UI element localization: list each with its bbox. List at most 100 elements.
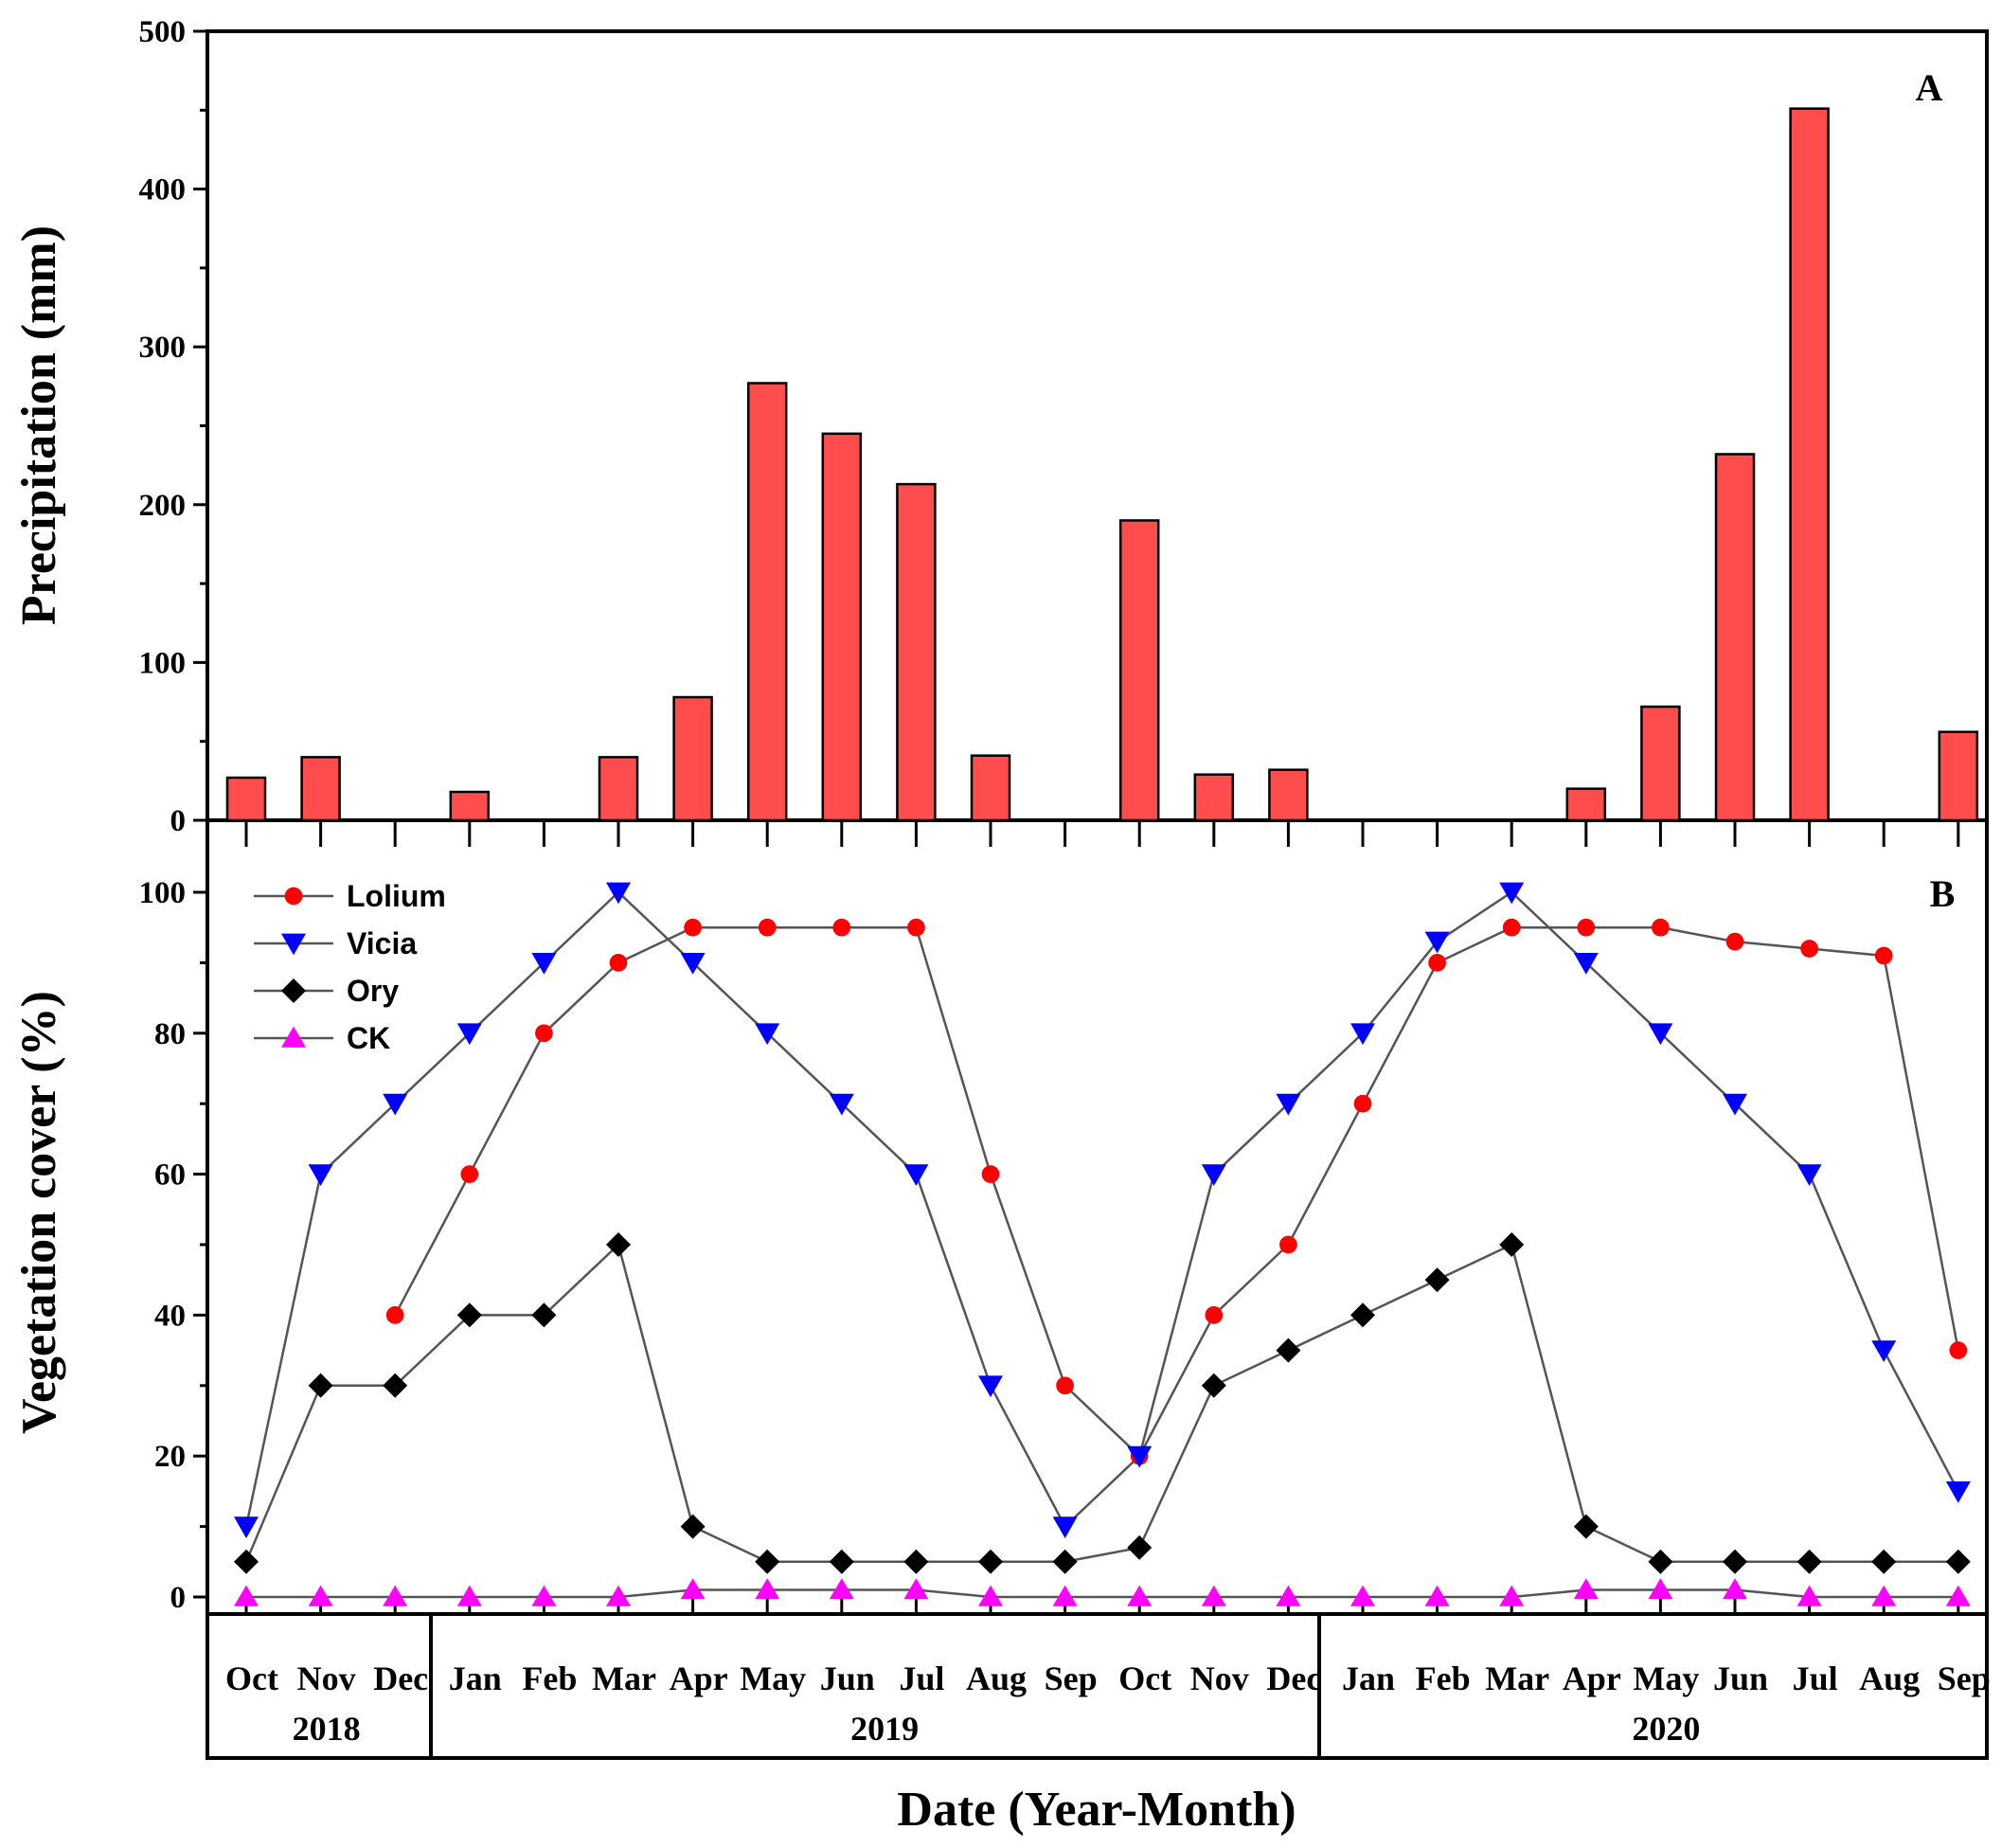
point-vicia xyxy=(1350,1023,1375,1046)
legend-marker xyxy=(281,978,306,1003)
legend-label: CK xyxy=(347,1021,390,1055)
point-ory xyxy=(1648,1549,1673,1574)
point-vicia xyxy=(234,1516,259,1538)
point-vicia xyxy=(1424,931,1450,954)
month-label: Feb xyxy=(1416,1660,1471,1697)
point-ory xyxy=(1499,1232,1525,1257)
point-ory xyxy=(755,1549,780,1574)
series-line-lolium xyxy=(394,925,1960,1459)
month-label: Jan xyxy=(1342,1660,1395,1697)
point-ory xyxy=(606,1232,631,1257)
point-ory xyxy=(1871,1549,1897,1574)
precip-bar xyxy=(1640,705,1681,822)
point-ory xyxy=(1796,1549,1822,1574)
point-ck xyxy=(1276,1585,1301,1606)
y-tick-label-b: 100 xyxy=(139,876,187,910)
month-label: May xyxy=(1633,1660,1699,1697)
point-ory xyxy=(978,1549,1003,1574)
y-tick-label-a: 400 xyxy=(139,173,187,207)
point-ory xyxy=(234,1549,259,1574)
point-vicia xyxy=(456,1023,482,1046)
point-vicia xyxy=(1276,1093,1301,1116)
point-ck xyxy=(308,1585,333,1606)
point-lolium xyxy=(832,918,851,937)
point-lolium xyxy=(535,1024,553,1043)
y-tick-label-a: 200 xyxy=(139,489,187,523)
point-lolium xyxy=(1205,1306,1224,1324)
month-label: Sep xyxy=(1045,1660,1098,1697)
precip-bar xyxy=(300,756,341,822)
series-line-vicia xyxy=(244,890,1959,1529)
point-lolium xyxy=(609,954,628,972)
point-lolium xyxy=(1502,918,1521,937)
precip-bar xyxy=(821,432,863,822)
point-vicia xyxy=(606,882,631,905)
precip-bar xyxy=(1714,453,1756,822)
point-vicia xyxy=(531,953,557,975)
point-vicia xyxy=(1871,1340,1897,1362)
y-tick-label-a: 500 xyxy=(139,15,187,49)
point-lolium xyxy=(758,918,777,937)
point-ck xyxy=(1350,1585,1375,1606)
month-label: Nov xyxy=(297,1660,356,1697)
point-ck xyxy=(456,1585,482,1606)
point-ck xyxy=(978,1585,1003,1606)
precip-bar xyxy=(672,695,713,822)
point-ory xyxy=(1276,1337,1301,1363)
precip-bar xyxy=(1565,787,1607,822)
year-label: 2018 xyxy=(293,1710,361,1748)
month-label: Dec xyxy=(373,1660,428,1697)
month-labels: Oct Nov Dec Jan Feb Mar Apr May Jun Jul Aug Sep Oct N… xyxy=(225,1660,1991,1697)
point-ory xyxy=(829,1549,854,1574)
month-label: Dec xyxy=(1266,1660,1321,1697)
precip-bar xyxy=(1938,730,1979,822)
y-tick-label-a: 300 xyxy=(139,331,187,365)
point-lolium xyxy=(385,1306,404,1324)
y-tick-label-b: 80 xyxy=(154,1017,186,1051)
month-label: Oct xyxy=(1118,1660,1171,1697)
point-lolium xyxy=(684,918,702,937)
point-ck xyxy=(829,1578,854,1600)
point-vicia xyxy=(1499,882,1525,905)
point-ck xyxy=(1648,1578,1673,1600)
point-ck xyxy=(1424,1585,1450,1606)
cover-markers xyxy=(234,882,1971,1606)
month-label: Apr xyxy=(1563,1660,1621,1697)
point-ory xyxy=(1052,1549,1078,1574)
year-labels: 2018 2019 2020 xyxy=(293,1710,1701,1748)
precip-bar xyxy=(598,756,639,822)
point-lolium xyxy=(1353,1094,1372,1113)
point-ck xyxy=(1723,1578,1747,1600)
point-lolium xyxy=(907,918,925,937)
point-ory xyxy=(531,1302,557,1328)
point-lolium xyxy=(1652,918,1670,937)
point-ck xyxy=(1945,1585,1971,1606)
point-vicia xyxy=(680,953,706,975)
point-vicia xyxy=(1796,1164,1822,1186)
legend-label: Ory xyxy=(347,974,399,1008)
point-ory xyxy=(680,1514,706,1539)
point-ory xyxy=(1945,1549,1971,1574)
point-lolium xyxy=(1279,1235,1297,1254)
point-ory xyxy=(308,1373,333,1398)
month-label: Aug xyxy=(966,1660,1027,1697)
point-ck xyxy=(1052,1585,1078,1606)
point-ory xyxy=(1201,1373,1226,1398)
point-vicia xyxy=(755,1023,780,1046)
precip-bar xyxy=(225,776,267,822)
point-vicia xyxy=(308,1164,333,1186)
point-ory xyxy=(903,1549,929,1574)
legend-marker xyxy=(281,1026,306,1048)
year-label: 2019 xyxy=(850,1710,919,1748)
point-vicia xyxy=(1723,1093,1747,1116)
point-ck xyxy=(1871,1585,1897,1606)
point-vicia xyxy=(1945,1481,1971,1503)
point-vicia xyxy=(1573,953,1599,975)
month-label: Mar xyxy=(592,1660,656,1697)
point-ck xyxy=(903,1578,929,1600)
point-vicia xyxy=(1648,1023,1673,1046)
month-label: Apr xyxy=(670,1660,728,1697)
precip-bar xyxy=(970,754,1011,822)
point-ck xyxy=(1127,1585,1153,1606)
